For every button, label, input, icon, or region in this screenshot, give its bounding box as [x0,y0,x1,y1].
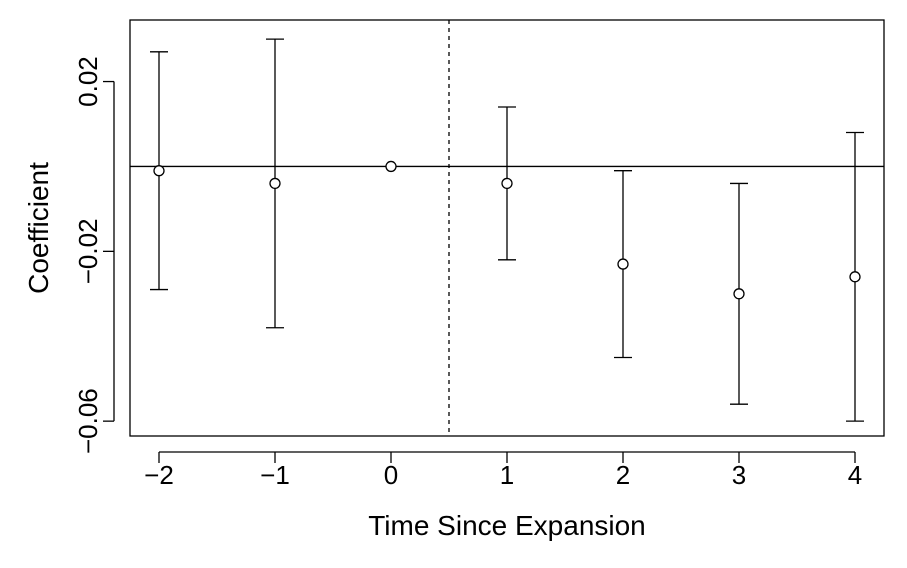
data-point [269,177,281,190]
y-axis-label: Coefficient [23,162,54,294]
x-tick-label: −2 [144,460,174,490]
data-point [153,165,165,177]
x-tick-label: 2 [616,460,630,490]
y-axis: 0.02 −0.02 −0.06 [73,56,115,454]
x-tick-label: 0 [384,460,398,490]
x-tick-label: −1 [260,460,290,490]
x-tick-label: 1 [500,460,514,490]
x-tick-label: 4 [848,460,862,490]
y-tick-label: −0.06 [73,388,103,454]
data-point [617,258,629,270]
x-axis: −2 −1 0 1 2 3 4 [144,451,862,490]
data-point [849,271,861,283]
y-tick-label: −0.02 [73,218,103,284]
y-tick-label: 0.02 [73,56,103,107]
data-point [733,288,745,300]
x-axis-label: Time Since Expansion [368,510,646,541]
data-point [385,160,397,173]
x-tick-label: 3 [732,460,746,490]
data-marks [150,38,864,422]
plot-frame [129,19,885,437]
data-point [501,177,513,190]
